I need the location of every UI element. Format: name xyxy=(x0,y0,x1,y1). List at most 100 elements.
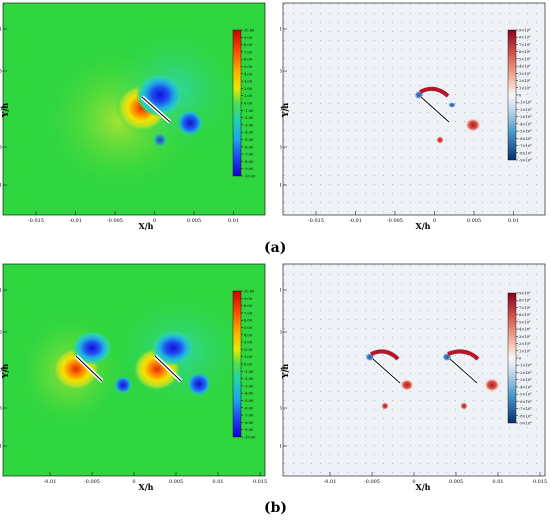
colorbar-tick-label: 1.00 xyxy=(244,94,253,98)
x-tick-label: -0.01 xyxy=(69,218,82,224)
low-pressure-vortex-1 xyxy=(114,376,132,394)
y-tick-label: -0.01 xyxy=(280,444,282,450)
x-tick-label: -0.005 xyxy=(84,479,100,485)
vorticity-plot-a: 9×10⁶ 8×10⁶ 7×10⁶ 6×10⁶ 5×10⁶ 4×10⁶ 3×10⁶ 2×10⁶… xyxy=(266,2,546,231)
x-tick-label: -0.015 xyxy=(28,218,44,224)
negative-vortex-small xyxy=(448,102,456,108)
y-tick-label: -0.01 xyxy=(0,183,2,189)
x-axis-label: X/h xyxy=(416,482,431,492)
colorbar-tick-label: 3×10⁶ xyxy=(519,72,531,76)
colorbar-tick-label: 9.00 xyxy=(244,297,253,301)
panel-a-vorticity: 9×10⁶ 8×10⁶ 7×10⁶ 6×10⁶ 5×10⁶ 4×10⁶ 3×10⁶ 2×10⁶… xyxy=(266,0,550,232)
x-tick-label: 0.005 xyxy=(187,218,201,224)
y-tick-label: 0.005 xyxy=(0,330,2,336)
colorbar-tick-label: 10.00 xyxy=(244,29,255,33)
colorbar-tick-label: 8.00 xyxy=(244,304,253,308)
colorbar-tick-label: -8×10⁶ xyxy=(519,151,532,155)
colorbar-tick-label: 1×10⁶ xyxy=(519,86,531,90)
colorbar-tick-label: -6.00 xyxy=(244,145,254,149)
colorbar-labels: 9×10⁶ 8×10⁶ 7×10⁶ 6×10⁶ 5×10⁶ 4×10⁶ 3×10⁶ 2×10⁶… xyxy=(516,292,532,426)
plate-1-edge xyxy=(75,355,103,382)
x-axis-label: X/h xyxy=(416,221,431,231)
x-tick-labels: -0.015 -0.01 -0.005 0 0.005 0.01 xyxy=(308,211,519,224)
positive-vortex-small xyxy=(436,136,444,144)
colorbar-tick-label: 9×10⁶ xyxy=(519,29,531,33)
colorbar-tick-label: 9.00 xyxy=(244,36,253,40)
x-tick-label: -0.01 xyxy=(324,479,337,485)
colorbar-tick-label: 5×10⁶ xyxy=(519,320,531,324)
positive-vortex xyxy=(465,118,481,132)
low-pressure-blob-1 xyxy=(72,331,112,365)
colorbar-tick-label: -7.00 xyxy=(244,153,254,157)
low-pressure-vortex xyxy=(177,110,203,136)
x-tick-label: 0 xyxy=(412,479,415,485)
colorbar-tick-label: -4.00 xyxy=(244,131,254,135)
colorbar-tick-label: -1×10⁶ xyxy=(519,364,532,368)
colorbar-labels: 9×10⁶ 8×10⁶ 7×10⁶ 6×10⁶ 5×10⁶ 4×10⁶ 3×10⁶ 2×10⁶… xyxy=(516,29,532,163)
colorbar-tick-label: 0.00 xyxy=(244,102,253,106)
x-tick-labels: -0.01 -0.005 0 0.005 0.01 0.015 xyxy=(44,472,267,485)
x-axis-label: X/h xyxy=(139,482,154,492)
colorbar-tick-label: 2×10⁶ xyxy=(519,79,531,83)
x-tick-label: 0.015 xyxy=(533,479,547,485)
colorbar-tick-label: -5.00 xyxy=(244,138,254,142)
plate-2-edge xyxy=(154,355,182,382)
colorbar-tick-label: 5×10⁶ xyxy=(519,57,531,61)
y-tick-label: 0.005 xyxy=(280,69,282,75)
colorbar-tick-label: 9×10⁶ xyxy=(519,292,531,296)
plate-1-edge xyxy=(372,358,401,384)
x-tick-label: 0.01 xyxy=(212,479,223,485)
colorbar-tick-label: -1.00 xyxy=(244,109,254,113)
colorbar-tick-label: 8×10⁶ xyxy=(519,299,531,303)
panel-b-vorticity: 9×10⁶ 8×10⁶ 7×10⁶ 6×10⁶ 5×10⁶ 4×10⁶ 3×10⁶ 2×10⁶… xyxy=(266,261,550,493)
y-tick-label: 0 xyxy=(280,107,282,113)
colorbar-tick-label: -2×10⁶ xyxy=(519,371,532,375)
colorbar-tick-label: 7.00 xyxy=(244,311,253,315)
colorbar-labels: 10.00 9.00 8.00 7.00 6.00 5.00 4.00 3.00 2.00 1.0… xyxy=(241,290,256,440)
colorbar xyxy=(507,29,517,161)
colorbar-tick-label: -6.00 xyxy=(244,406,254,410)
colorbar-tick-label: -2.00 xyxy=(244,377,254,381)
colorbar-tick-label: 5.00 xyxy=(244,65,253,69)
y-tick-label: 0 xyxy=(0,107,2,113)
low-pressure-vortex-small xyxy=(153,133,167,147)
colorbar-tick-label: 0.00 xyxy=(244,363,253,367)
colorbar-tick-label: -2×10⁶ xyxy=(519,108,532,112)
low-pressure-blob xyxy=(136,73,184,117)
x-tick-label: 0 xyxy=(433,218,436,224)
colorbar-tick-label: 1.00 xyxy=(244,355,253,359)
y-tick-label: 0.01 xyxy=(280,288,282,294)
y-axis-label: Y/h xyxy=(0,103,10,119)
velocity-vectors xyxy=(283,3,545,215)
colorbar-tick-label: -6×10⁶ xyxy=(519,137,532,141)
y-tick-label: -0.01 xyxy=(0,444,2,450)
y-axis-label: Y/h xyxy=(280,103,290,119)
colorbar-tick-label: -2.00 xyxy=(244,116,254,120)
positive-vortex-2 xyxy=(484,378,500,392)
colorbar-tick-label: 0 xyxy=(519,94,522,98)
plate-edge xyxy=(141,96,171,123)
colorbar-tick-label: 5.00 xyxy=(244,326,253,330)
colorbar-tick-label: 4×10⁶ xyxy=(519,65,531,69)
colorbar xyxy=(232,29,242,177)
colorbar-tick-label: 8.00 xyxy=(244,43,253,47)
shear-layer-1 xyxy=(370,349,400,361)
colorbar-tick-label: -3.00 xyxy=(244,123,254,127)
plate-edge xyxy=(420,96,450,123)
y-tick-label: -0.01 xyxy=(280,183,282,189)
colorbar-tick-label: -3×10⁶ xyxy=(519,115,532,119)
colorbar-tick-label: 6×10⁶ xyxy=(519,50,531,54)
colorbar xyxy=(232,290,242,438)
y-tick-label: 0 xyxy=(0,368,2,374)
y-tick-labels: 0.01 0.005 0 -0.005 -0.01 xyxy=(0,27,7,189)
colorbar-tick-label: -8.00 xyxy=(244,160,254,164)
colorbar-tick-label: 8×10⁶ xyxy=(519,36,531,40)
y-tick-label: -0.005 xyxy=(280,145,282,151)
y-axis-label: Y/h xyxy=(280,364,290,380)
colorbar-tick-label: -5.00 xyxy=(244,399,254,403)
x-tick-label: -0.005 xyxy=(364,479,380,485)
x-tick-label: -0.005 xyxy=(107,218,123,224)
colorbar-tick-label: -4×10⁶ xyxy=(519,385,532,389)
y-tick-label: 0.005 xyxy=(0,69,2,75)
y-tick-labels: 0.01 0.005 0 -0.005 -0.01 xyxy=(0,288,7,450)
